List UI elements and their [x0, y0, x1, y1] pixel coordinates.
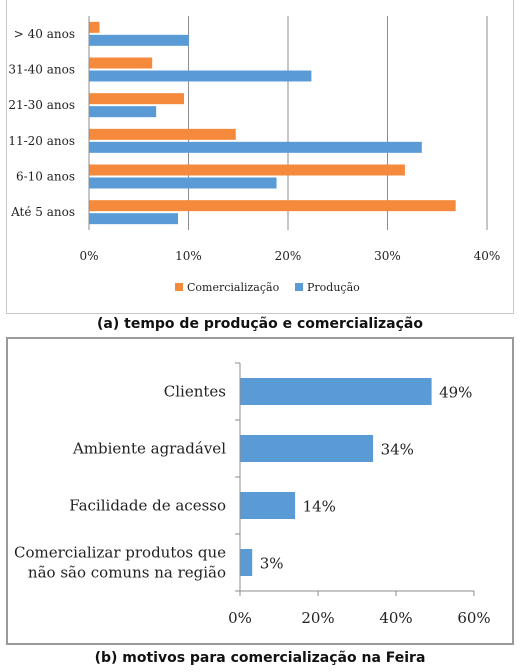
bar-comercializacao: [89, 93, 185, 105]
bar-producao: [89, 34, 189, 46]
bar: [240, 378, 432, 405]
x-tick-label: 40%: [379, 609, 412, 627]
caption-b: (b) motivos para comercialização na Feir…: [94, 650, 426, 666]
legend-label: Produção: [307, 281, 360, 294]
category-label: > 40 anos: [14, 27, 75, 41]
chart-panel-reasons: 0% 20% 40% 60% Clientes 49% Ambiente agradável…: [6, 337, 514, 645]
category-label: Comercializar produtos que: [14, 544, 226, 562]
x-tick-label: 20%: [275, 249, 302, 263]
bar: [240, 492, 296, 519]
bar-comercializacao: [89, 128, 236, 140]
category-label: 11-20 anos: [8, 134, 75, 148]
legend-swatch: [175, 283, 183, 291]
bar: [240, 435, 374, 462]
category-label: 21-30 anos: [8, 98, 75, 112]
category-label: Clientes: [164, 383, 226, 401]
bar-producao: [89, 106, 157, 118]
legend-swatch: [295, 283, 303, 291]
bar-comercializacao: [89, 164, 405, 176]
bar-comercializacao: [89, 200, 456, 212]
category-label: Ambiente agradável: [72, 440, 226, 458]
legend-label: Comercialização: [187, 281, 280, 294]
x-tick-label: 0%: [228, 609, 252, 627]
bar-comercializacao: [89, 21, 100, 33]
category-label: Até 5 anos: [10, 205, 75, 219]
x-tick-label: 10%: [175, 249, 202, 263]
category-label: Facilidade de acesso: [69, 497, 226, 515]
bar-producao: [89, 213, 179, 225]
data-label: 34%: [381, 441, 414, 459]
category-label: 6-10 anos: [16, 170, 75, 184]
bar-chart-production-time: 0% 10% 20% 30% 40% > 40 anos 31-40 anos 21-30 a…: [8, 16, 501, 294]
category-label: 31-40 anos: [8, 63, 75, 77]
bar-comercializacao: [89, 57, 153, 69]
x-tick-label: 60%: [457, 609, 490, 627]
caption-a: (a) tempo de produção e comercialização: [97, 316, 423, 332]
bar-producao: [89, 141, 422, 153]
data-label: 14%: [303, 498, 336, 516]
data-label: 3%: [260, 555, 284, 573]
bar-producao: [89, 177, 277, 189]
x-tick-label: 30%: [374, 249, 401, 263]
x-tick-label: 40%: [474, 249, 501, 263]
bar: [240, 549, 253, 576]
chart-panel-production-time: 0% 10% 20% 30% 40% > 40 anos 31-40 anos 21-30 a…: [6, 0, 514, 314]
data-label: 49%: [439, 384, 472, 402]
x-tick-label: 20%: [301, 609, 334, 627]
bar-chart-reasons: 0% 20% 40% 60% Clientes 49% Ambiente agradável…: [14, 362, 491, 627]
category-label: não são comuns na região: [28, 564, 226, 582]
x-tick-label: 0%: [79, 249, 98, 263]
bar-producao: [89, 70, 312, 82]
